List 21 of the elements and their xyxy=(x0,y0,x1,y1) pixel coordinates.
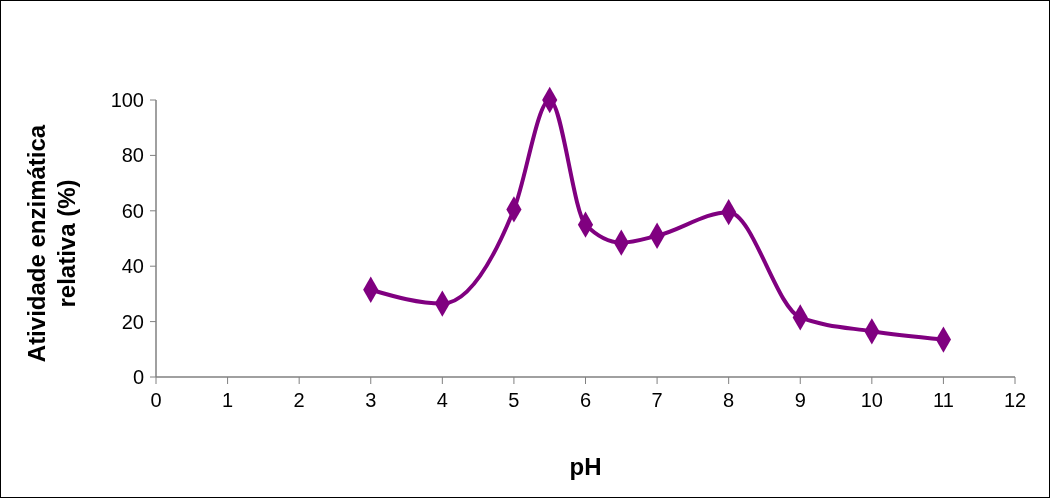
x-tick-label: 5 xyxy=(508,389,520,411)
x-tick-label: 3 xyxy=(365,389,377,411)
y-tick-label: 40 xyxy=(121,255,144,278)
x-tick-label: 4 xyxy=(436,389,448,411)
y-tick-label: 20 xyxy=(121,310,144,333)
x-axis-title: pH xyxy=(569,453,602,480)
x-tick-label: 0 xyxy=(150,389,162,411)
x-tick-label: 9 xyxy=(794,389,806,411)
x-tick-label: 8 xyxy=(723,389,735,411)
y-tick-label: 80 xyxy=(121,144,144,167)
y-tick-label: 60 xyxy=(121,199,144,222)
y-tick-label: 0 xyxy=(132,366,144,388)
x-tick-label: 11 xyxy=(933,389,954,411)
x-tick-label: 12 xyxy=(1003,389,1027,411)
x-tick-label: 1 xyxy=(222,389,234,411)
x-tick-label: 10 xyxy=(860,389,883,411)
x-tick-label: 7 xyxy=(651,389,663,411)
y-tick-label: 100 xyxy=(110,89,144,111)
x-tick-label: 6 xyxy=(579,389,592,411)
x-tick-label: 2 xyxy=(293,389,305,411)
y-axis-title: Atividade enzimática relativa (%) xyxy=(23,124,80,363)
